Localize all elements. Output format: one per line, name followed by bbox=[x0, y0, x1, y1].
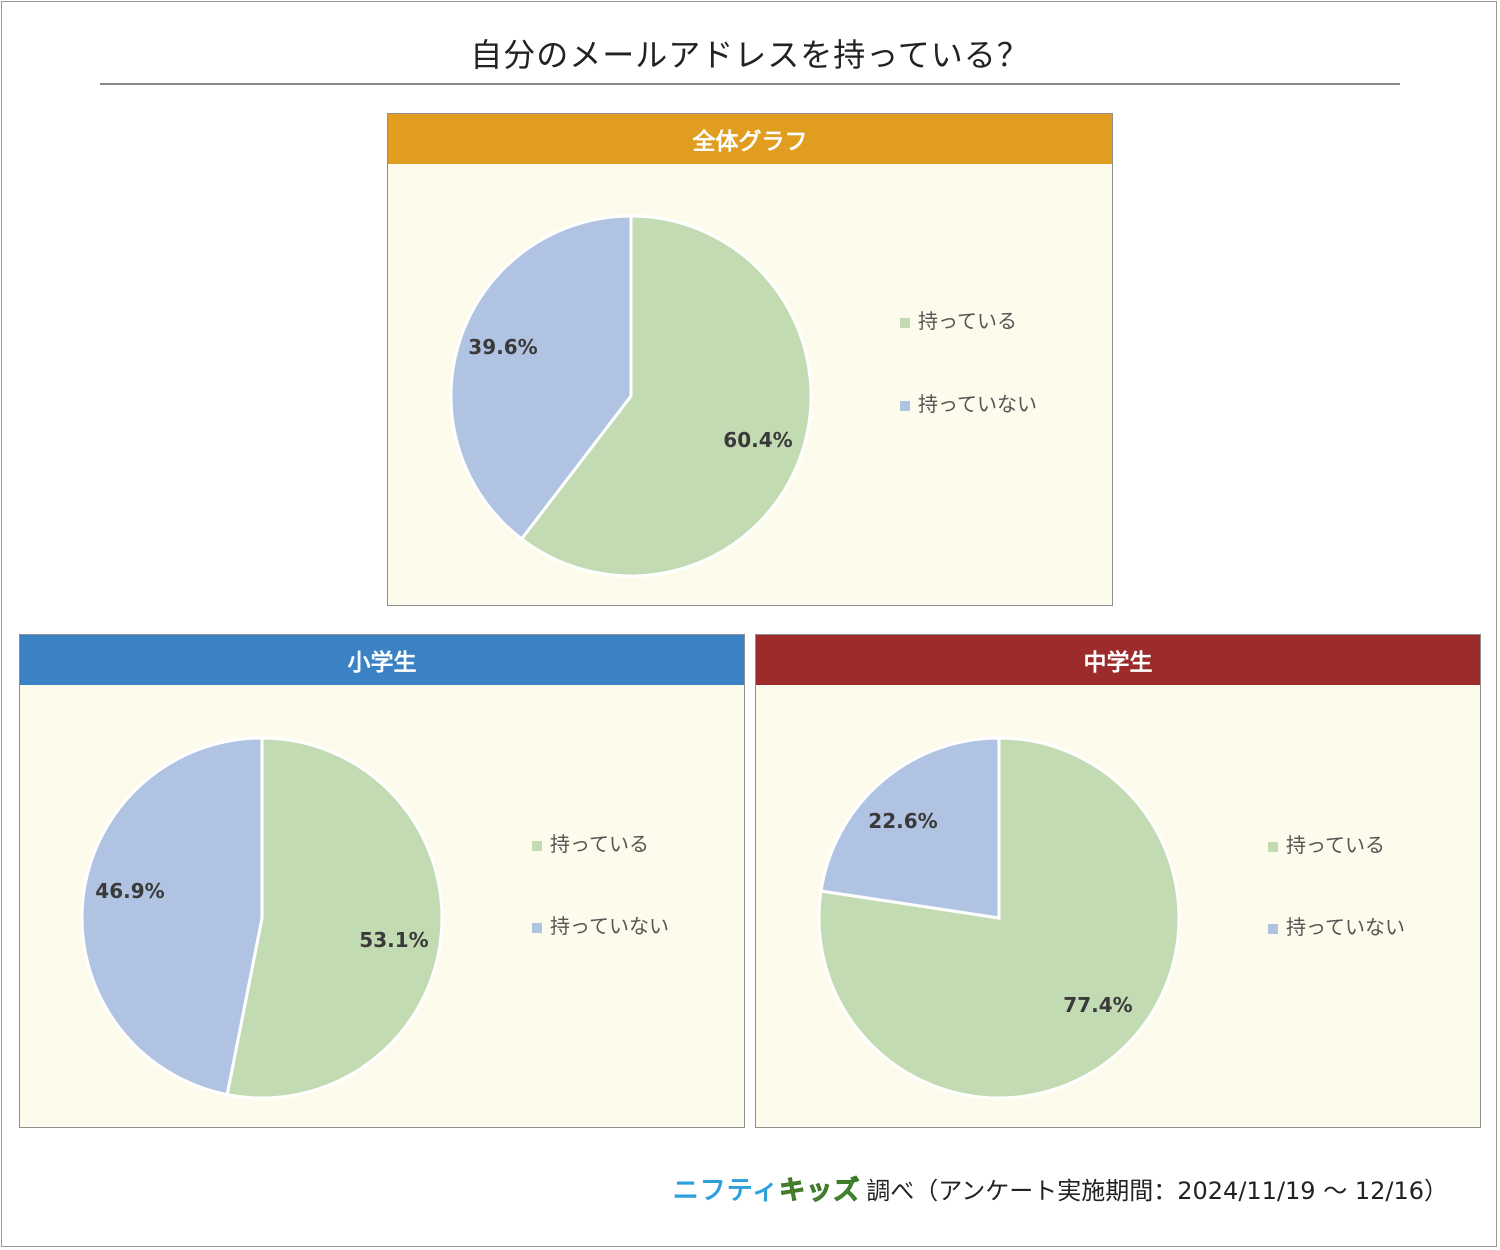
slice-label-has: 60.4% bbox=[723, 428, 792, 452]
slice-label-has-not: 39.6% bbox=[468, 335, 537, 359]
legend-swatch-has-not bbox=[900, 401, 910, 411]
main-title: 自分のメールアドレスを持っている？ bbox=[470, 36, 1030, 74]
title-divider bbox=[100, 83, 1400, 85]
slice-label-has-not: 22.6% bbox=[868, 809, 937, 833]
panel-overall: 全体グラフ 60.4% 39.6% 持っている持っていない bbox=[387, 113, 1113, 606]
panel-elementary: 小学生 53.1% 46.9% 持っている持っていない bbox=[19, 634, 745, 1128]
legend-label-has: 持っている bbox=[1286, 833, 1385, 857]
slice-label-has: 77.4% bbox=[1063, 993, 1132, 1017]
legend-swatch-has bbox=[900, 318, 910, 328]
legend-swatch-has bbox=[532, 841, 542, 851]
panel-header-junior-high: 中学生 bbox=[756, 635, 1480, 685]
pie-slice-has-not bbox=[449, 214, 633, 542]
panel-header-overall: 全体グラフ bbox=[388, 114, 1112, 164]
panel-header-elementary: 小学生 bbox=[20, 635, 744, 685]
pie-slice-has bbox=[225, 736, 444, 1100]
brand-logo: ニフティキッズ bbox=[673, 1170, 860, 1207]
pie-slice-has-not bbox=[80, 736, 264, 1097]
panel-junior-high: 中学生 77.4% 22.6% 持っている持っていない bbox=[755, 634, 1481, 1128]
pie-slice-has bbox=[519, 214, 813, 578]
legend-label-has: 持っている bbox=[918, 309, 1017, 333]
brand-logo-part1: ニフティ bbox=[672, 1176, 780, 1206]
legend-label-has: 持っている bbox=[550, 832, 649, 856]
legend-swatch-has bbox=[1268, 842, 1278, 852]
pie-slice-has-not bbox=[819, 736, 1001, 920]
footer-text: 調べ（アンケート実施期間：2024/11/19 ～ 12/16） bbox=[866, 1177, 1448, 1205]
legend-label-has-not: 持っていない bbox=[1286, 915, 1405, 939]
slice-label-has: 53.1% bbox=[359, 928, 428, 952]
legend-label-has-not: 持っていない bbox=[918, 392, 1037, 416]
legend-swatch-has-not bbox=[532, 923, 542, 933]
legend-label-has-not: 持っていない bbox=[550, 914, 669, 938]
brand-logo-part3: ズ bbox=[833, 1176, 861, 1207]
footer-source: ニフティキッズ 調べ（アンケート実施期間：2024/11/19 ～ 12/16） bbox=[673, 1170, 1448, 1207]
slice-label-has-not: 46.9% bbox=[95, 879, 164, 903]
brand-logo-part2: キッ bbox=[779, 1176, 834, 1207]
legend-swatch-has-not bbox=[1268, 924, 1278, 934]
